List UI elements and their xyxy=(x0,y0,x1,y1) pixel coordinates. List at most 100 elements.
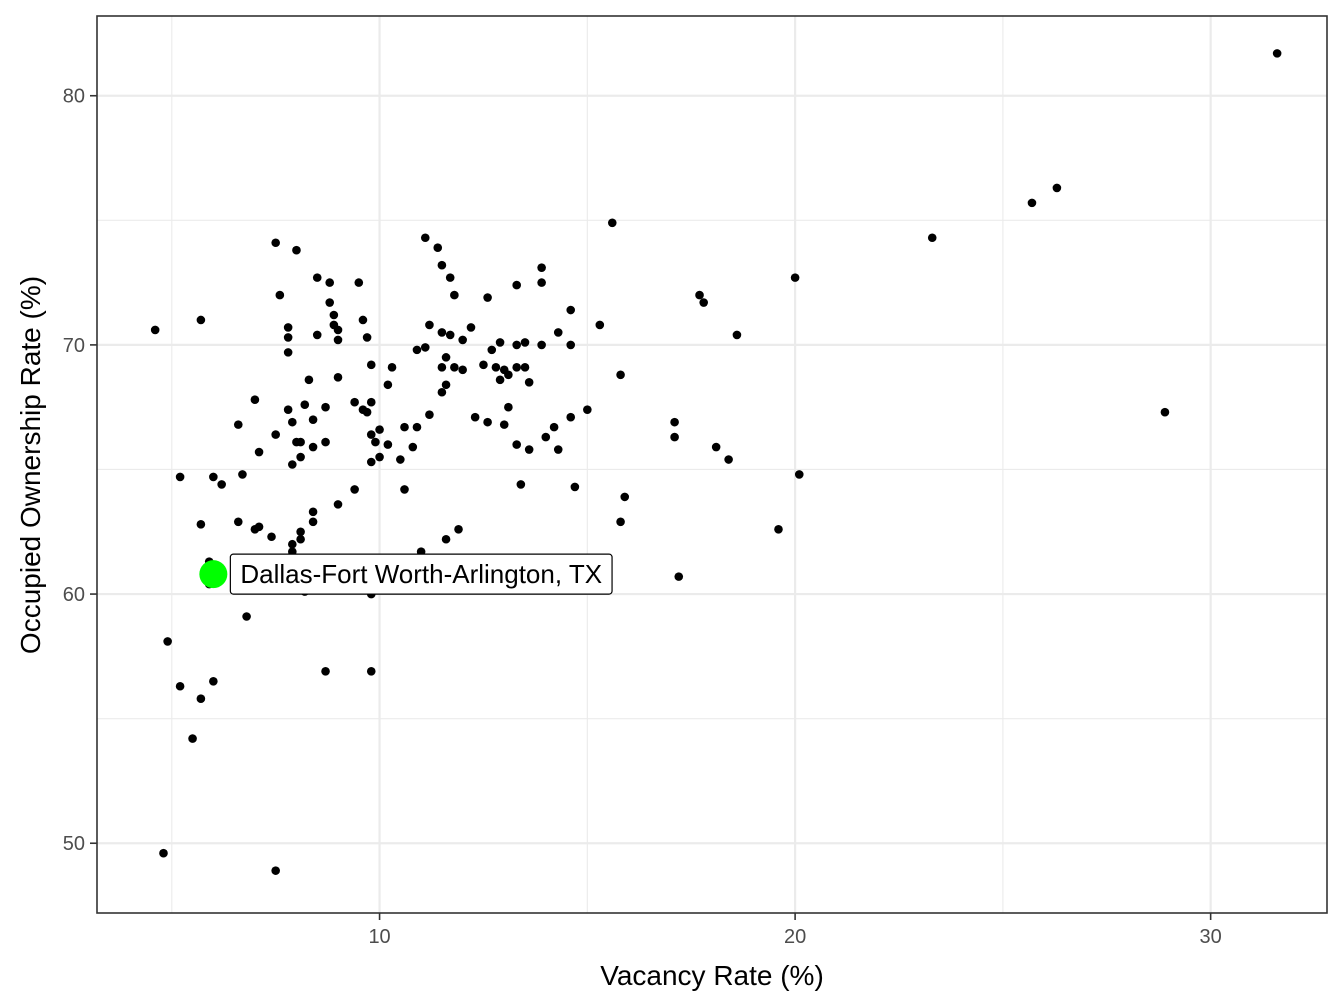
data-point xyxy=(512,363,521,372)
data-point xyxy=(495,338,505,347)
data-point xyxy=(196,694,206,704)
data-point xyxy=(304,375,314,385)
data-point xyxy=(358,315,368,325)
data-point xyxy=(537,340,546,350)
data-point xyxy=(283,405,293,414)
highlight-label: Dallas-Fort Worth-Arlington, TX xyxy=(240,559,602,589)
data-point xyxy=(159,848,168,858)
data-point xyxy=(366,397,376,407)
data-point xyxy=(553,445,563,454)
data-point xyxy=(217,480,226,489)
data-point xyxy=(383,380,393,390)
data-point xyxy=(412,345,422,355)
data-point xyxy=(209,472,218,482)
data-point xyxy=(1052,183,1062,193)
data-point xyxy=(458,365,467,375)
data-point xyxy=(400,422,409,432)
x-tick-label: 20 xyxy=(784,926,806,948)
data-point xyxy=(283,323,293,332)
data-point xyxy=(312,273,322,282)
data-point xyxy=(283,348,293,357)
data-point xyxy=(396,455,405,464)
axis-ticks: 10 20 30 50 60 70 80 xyxy=(63,86,1222,948)
data-point xyxy=(329,310,339,320)
data-point xyxy=(366,667,376,676)
data-point xyxy=(699,298,708,307)
data-point xyxy=(437,328,447,337)
data-point xyxy=(445,273,455,282)
x-tick-label: 10 xyxy=(368,926,390,948)
highlight-annotation: Dallas-Fort Worth-Arlington, TX xyxy=(199,553,613,595)
data-point xyxy=(412,422,422,432)
data-point xyxy=(441,380,451,390)
data-point xyxy=(308,517,318,527)
data-point xyxy=(312,330,322,340)
data-point xyxy=(321,667,330,676)
data-point xyxy=(520,338,530,347)
data-point xyxy=(175,472,185,482)
data-point xyxy=(296,452,305,462)
data-point xyxy=(483,293,492,302)
data-point xyxy=(450,290,459,300)
data-point xyxy=(794,470,804,479)
data-point xyxy=(296,437,305,447)
data-point xyxy=(1272,49,1282,58)
data-point xyxy=(288,539,297,549)
y-tick-label: 70 xyxy=(63,335,85,357)
data-point xyxy=(371,437,380,447)
data-point xyxy=(790,273,800,282)
highlight-label-box xyxy=(229,553,613,595)
data-point xyxy=(308,415,318,424)
y-axis-title: Occupied Ownership Rate (%) xyxy=(15,276,46,654)
data-point xyxy=(566,305,576,315)
data-point xyxy=(504,370,513,380)
data-point xyxy=(150,325,160,335)
y-tick-label: 50 xyxy=(63,833,85,855)
data-point xyxy=(437,387,447,397)
data-point xyxy=(333,325,343,335)
data-point xyxy=(283,333,293,342)
data-point xyxy=(445,330,455,340)
data-point xyxy=(333,500,343,509)
data-point xyxy=(308,442,318,452)
data-point xyxy=(1160,407,1170,417)
data-point xyxy=(470,412,480,422)
data-point xyxy=(491,363,501,372)
data-point xyxy=(566,412,576,422)
data-point xyxy=(358,405,368,414)
data-point xyxy=(620,492,630,502)
data-point xyxy=(441,353,451,362)
data-point xyxy=(233,420,243,429)
data-point xyxy=(616,370,625,380)
data-point xyxy=(321,437,330,447)
data-point xyxy=(724,455,733,464)
data-point xyxy=(375,452,384,462)
data-point xyxy=(504,402,513,412)
y-tick-label: 60 xyxy=(63,584,85,606)
data-point xyxy=(466,323,476,332)
data-point xyxy=(362,333,372,342)
data-point xyxy=(308,507,318,517)
data-point xyxy=(570,482,580,492)
data-point xyxy=(366,360,376,370)
data-point xyxy=(425,410,434,419)
data-point xyxy=(512,440,521,449)
data-point xyxy=(420,343,430,352)
data-point xyxy=(479,360,488,370)
data-point xyxy=(375,425,384,434)
panel-border xyxy=(96,15,1328,914)
data-point xyxy=(437,260,447,270)
data-point xyxy=(711,442,721,452)
x-axis-title: Vacancy Rate (%) xyxy=(600,960,824,991)
data-point xyxy=(292,245,301,255)
data-point xyxy=(250,524,260,534)
data-point xyxy=(288,460,297,469)
data-point xyxy=(233,517,243,527)
data-point xyxy=(196,520,206,529)
data-point xyxy=(524,377,534,387)
data-point xyxy=(354,278,364,287)
data-point xyxy=(433,243,443,253)
data-point xyxy=(549,422,559,432)
y-tick-label: 80 xyxy=(63,86,85,108)
